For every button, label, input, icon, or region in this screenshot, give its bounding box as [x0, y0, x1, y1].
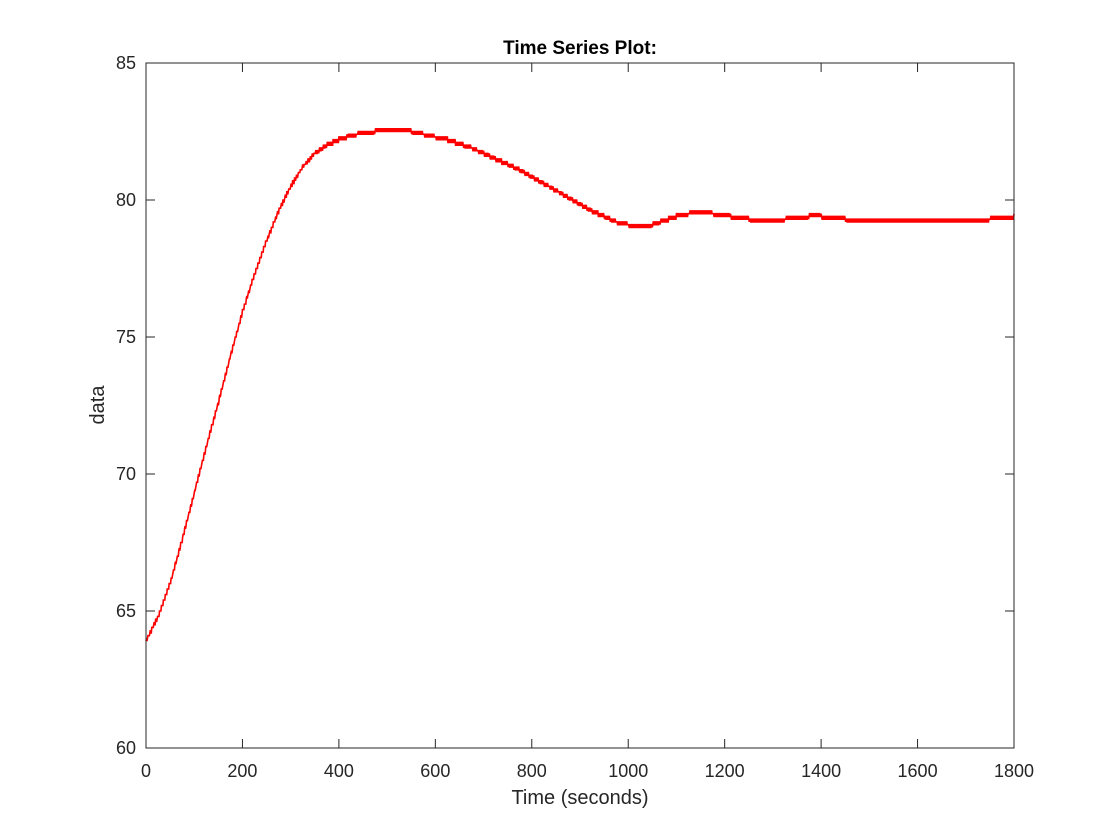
- x-tick-label: 1600: [898, 761, 938, 781]
- y-tick-label: 80: [116, 190, 136, 210]
- y-tick-label: 60: [116, 738, 136, 758]
- x-axis-title: Time (seconds): [511, 787, 648, 809]
- x-tick-label: 1400: [801, 761, 841, 781]
- chart-title: Time Series Plot:: [503, 38, 657, 59]
- y-tick-label: 65: [116, 601, 136, 621]
- x-tick-label: 800: [517, 761, 547, 781]
- series-layer: [145, 127, 1015, 642]
- series-line: [145, 127, 1015, 642]
- tick-layer: 0 200 400 600 800 1000 1200 1400 1600 1800 60 65 70 7…: [116, 53, 1034, 781]
- y-tick-label: 75: [116, 327, 136, 347]
- plot-area-background: [146, 63, 1014, 748]
- x-tick-label: 600: [420, 761, 450, 781]
- x-tick-label: 1200: [705, 761, 745, 781]
- plot-area-frame: [145, 62, 1015, 749]
- y-axis-title: data: [87, 385, 109, 425]
- x-tick-label: 1000: [608, 761, 648, 781]
- x-tick-label: 1800: [994, 761, 1034, 781]
- x-tick-label: 400: [324, 761, 354, 781]
- y-tick-label: 70: [116, 464, 136, 484]
- x-tick-label: 0: [141, 761, 151, 781]
- y-tick-label: 85: [116, 53, 136, 73]
- x-tick-label: 200: [227, 761, 257, 781]
